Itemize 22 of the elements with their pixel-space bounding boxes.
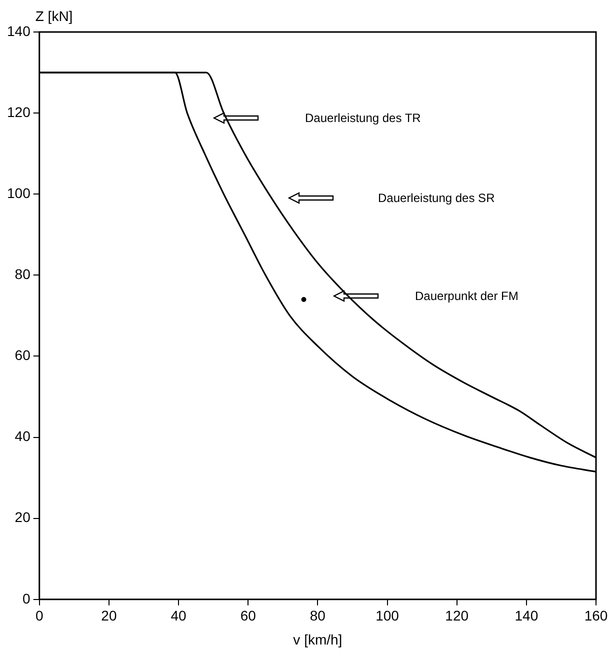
x-tick-label: 0 (35, 608, 44, 624)
x-tick-label: 100 (376, 608, 400, 624)
x-tick-label: 160 (584, 608, 608, 624)
x-tick-label: 60 (240, 608, 256, 624)
x-tick-label: 120 (445, 608, 469, 624)
x-tick-label: 140 (514, 608, 538, 624)
y-tick-label: 140 (7, 22, 31, 39)
y-tick-label: 0 (22, 590, 31, 606)
annotation: Dauerleistung des SR (378, 190, 495, 206)
annotation: Dauerleistung des TR (305, 110, 421, 126)
x-tick-label: 20 (101, 608, 117, 624)
y-tick-label: 40 (14, 428, 31, 444)
y-tick-label: 100 (7, 184, 31, 201)
annotation: Dauerpunkt der FM (415, 288, 518, 304)
y-tick-label: 120 (7, 104, 31, 120)
x-axis-title: v [km/h] (293, 631, 342, 648)
y-tick-label: 20 (14, 509, 31, 526)
y-tick-label: 60 (14, 347, 31, 364)
y-axis-title: Z [kN] (35, 8, 73, 24)
x-tick-label: 40 (170, 608, 187, 624)
x-tick-label: 80 (310, 608, 326, 624)
y-tick-label: 80 (14, 266, 31, 282)
